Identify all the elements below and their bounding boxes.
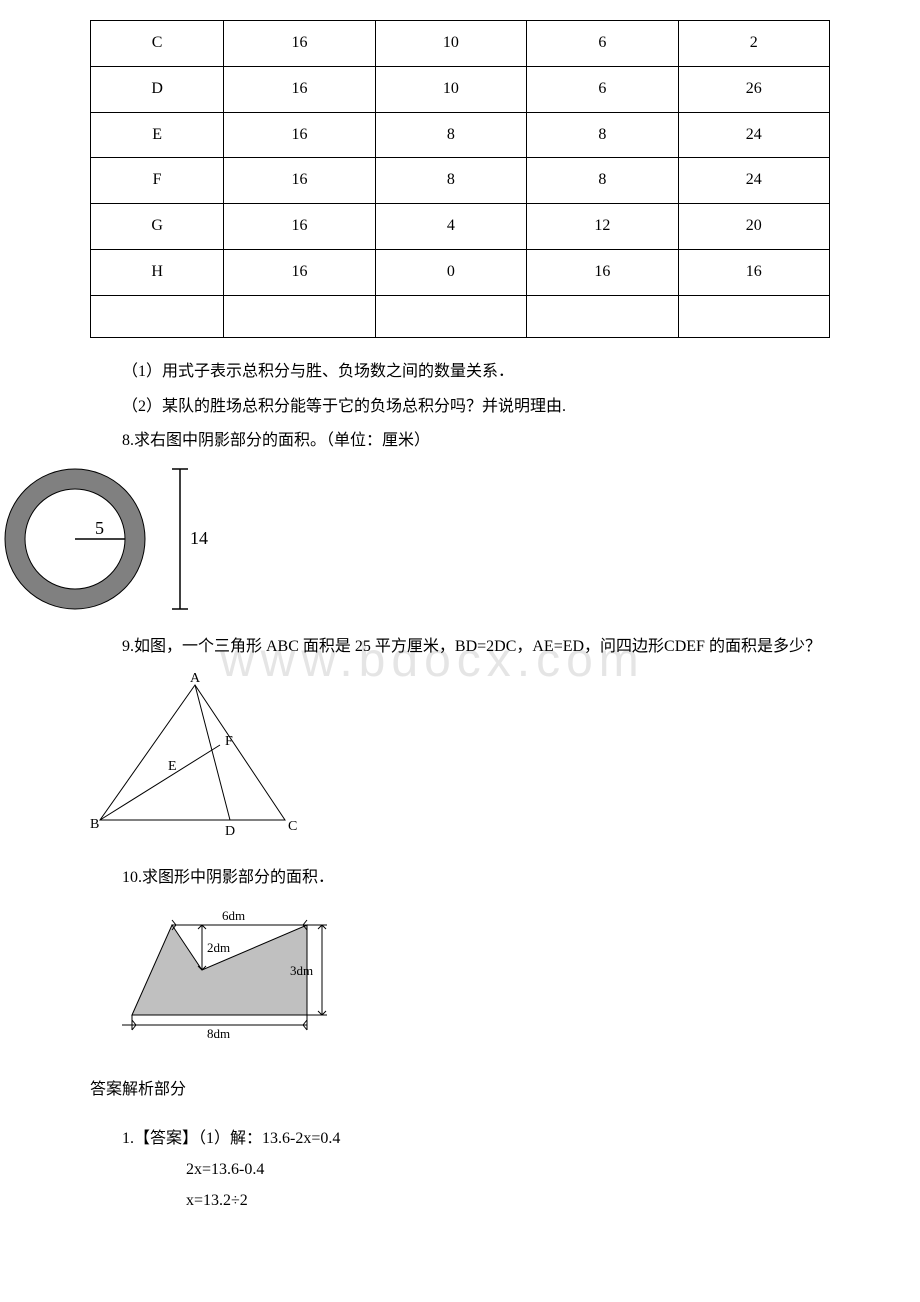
cell: [91, 295, 224, 337]
cell: [375, 295, 526, 337]
cell: 16: [678, 249, 829, 295]
arrow-i1: [198, 925, 202, 929]
arrow-bl2: [132, 1025, 136, 1030]
cell: 8: [527, 112, 678, 158]
cell: 24: [678, 112, 829, 158]
cell: 8: [375, 158, 526, 204]
cell: 4: [375, 204, 526, 250]
cell: 16: [224, 112, 375, 158]
label-14: 14: [190, 528, 208, 548]
table-row: C 16 10 6 2: [91, 21, 830, 67]
label-8dm: 8dm: [207, 1026, 230, 1040]
cell: 26: [678, 66, 829, 112]
arrow-r1: [318, 925, 322, 929]
cell: [224, 295, 375, 337]
cell: 8: [527, 158, 678, 204]
shaded-region: [132, 925, 307, 1015]
cell: 16: [224, 66, 375, 112]
label-2dm: 2dm: [207, 940, 230, 955]
cell: [527, 295, 678, 337]
cell: 10: [375, 66, 526, 112]
arrow-tl1: [172, 920, 176, 925]
figure-8-ring: 5 14: [0, 464, 830, 625]
answer-1-line-3: x=13.2÷2: [90, 1187, 830, 1216]
table-row: E 16 8 8 24: [91, 112, 830, 158]
cell: 10: [375, 21, 526, 67]
cell: 16: [224, 158, 375, 204]
cell: 16: [224, 204, 375, 250]
cell: G: [91, 204, 224, 250]
cell: [678, 295, 829, 337]
label-f: F: [225, 734, 233, 749]
cell: D: [91, 66, 224, 112]
cell: 24: [678, 158, 829, 204]
question-8: 8.求右图中阴影部分的面积。（单位：厘米）: [90, 427, 830, 456]
arrow-br1: [303, 1020, 307, 1025]
label-c: C: [288, 819, 297, 834]
table-row-empty: [91, 295, 830, 337]
label-e: E: [168, 759, 177, 774]
cell: 6: [527, 66, 678, 112]
cell: E: [91, 112, 224, 158]
cell: 6: [527, 21, 678, 67]
label-d: D: [225, 824, 235, 839]
cell: C: [91, 21, 224, 67]
arrow-r4: [322, 1011, 326, 1015]
answers-section-title: 答案解析部分: [90, 1076, 830, 1105]
table-row: F 16 8 8 24: [91, 158, 830, 204]
cell: H: [91, 249, 224, 295]
arrow-br2: [303, 1025, 307, 1030]
label-a: A: [190, 671, 201, 686]
answer-1-line-1: 1.【答案】（1）解：13.6-2x=0.4: [90, 1125, 830, 1154]
label-5: 5: [95, 518, 104, 538]
cell: 8: [375, 112, 526, 158]
arrow-r3: [318, 1011, 322, 1015]
table-row: G 16 4 12 20: [91, 204, 830, 250]
question-9: 9.如图，一个三角形 ABC 面积是 25 平方厘米，BD=2DC，AE=ED，…: [90, 633, 830, 662]
table-row: D 16 10 6 26: [91, 66, 830, 112]
label-3dm: 3dm: [290, 963, 313, 978]
question-10: 10.求图形中阴影部分的面积．: [90, 864, 830, 893]
arrow-r2: [322, 925, 326, 929]
figure-10-trapezoid: 6dm 2dm 3dm 8dm: [122, 900, 830, 1051]
cell: 16: [224, 21, 375, 67]
cell: F: [91, 158, 224, 204]
table-row: H 16 0 16 16: [91, 249, 830, 295]
line-ad: [195, 685, 230, 820]
arrow-bl1: [132, 1020, 136, 1025]
label-6dm: 6dm: [222, 908, 245, 923]
question-7-1: （1）用式子表示总积分与胜、负场数之间的数量关系．: [90, 358, 830, 387]
label-b: B: [90, 817, 99, 832]
arrow-tr1: [303, 920, 307, 925]
cell: 16: [527, 249, 678, 295]
cell: 2: [678, 21, 829, 67]
cell: 12: [527, 204, 678, 250]
line-bf: [100, 745, 220, 820]
arrow-i2: [202, 925, 206, 929]
trapezoid-diagram: 6dm 2dm 3dm 8dm: [122, 900, 342, 1040]
answer-1-line-2: 2x=13.6-0.4: [90, 1156, 830, 1185]
score-table: C 16 10 6 2 D 16 10 6 26 E 16 8 8 24 F 1…: [90, 20, 830, 338]
ring-diagram: 5 14: [0, 464, 250, 614]
cell: 16: [224, 249, 375, 295]
question-7-2: （2）某队的胜场总积分能等于它的负场总积分吗？并说明理由.: [90, 393, 830, 422]
triangle-abc: [100, 685, 285, 820]
cell: 20: [678, 204, 829, 250]
cell: 0: [375, 249, 526, 295]
